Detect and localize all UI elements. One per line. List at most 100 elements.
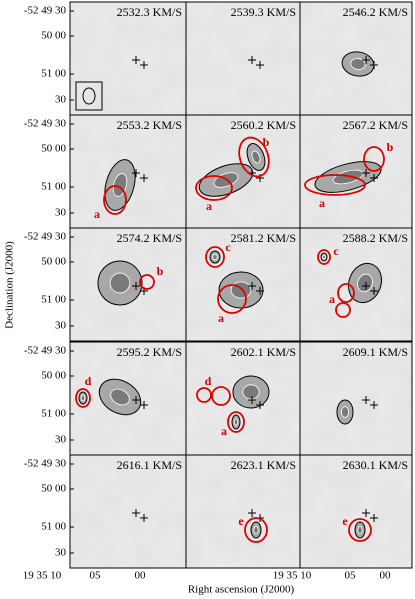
center-cross [362, 509, 378, 522]
emission-core [350, 58, 366, 70]
region-label: b [157, 264, 164, 278]
panel-frame [299, 227, 413, 342]
y-tick-label: 51 00 [41, 294, 66, 306]
y-tick-label: 50 00 [41, 483, 66, 495]
emission-core [253, 526, 259, 535]
region-ellipse [244, 517, 268, 543]
region-ellipse [317, 249, 331, 265]
region-label: c [225, 240, 231, 254]
emission-core [357, 526, 363, 535]
emission-core [357, 273, 373, 293]
region-ellipse [139, 274, 155, 290]
y-tick-label: 51 00 [41, 408, 66, 420]
region-label: a [329, 292, 335, 306]
region-label: b [263, 135, 270, 149]
y-axis-label: Declination (J2000) [4, 241, 16, 329]
center-cross [248, 509, 264, 522]
region-label: a [218, 311, 224, 325]
y-tick-label: -52 49 30 [24, 5, 67, 17]
region-ellipse [363, 146, 385, 172]
region-ellipse [337, 283, 355, 303]
velocity-label: 2532.3 KM/S [117, 5, 182, 19]
center-cross [132, 169, 148, 182]
x-tick-label: 00 [380, 570, 392, 582]
x-tick-label: 19 35 10 [23, 570, 62, 582]
center-cross [248, 56, 264, 69]
center-cross [362, 282, 378, 295]
velocity-label: 2546.2 KM/S [343, 5, 408, 19]
y-tick-label: 30 [55, 207, 67, 219]
velocity-label: 2602.1 KM/S [231, 345, 296, 359]
emission-core [212, 253, 218, 261]
region-ellipse [195, 175, 233, 201]
velocity-label: 2560.2 KM/S [231, 118, 296, 132]
emission-core [233, 418, 239, 426]
y-tick-label: 30 [55, 547, 67, 559]
y-tick-label: 30 [55, 434, 67, 446]
velocity-label: 2623.1 KM/S [231, 458, 296, 472]
y-tick-label: -52 49 30 [24, 118, 67, 130]
y-tick-label: 50 00 [41, 30, 66, 42]
y-tick-label: -52 49 30 [24, 458, 67, 470]
center-cross [362, 169, 378, 182]
region-ellipse [211, 386, 231, 406]
region-label: d [85, 374, 92, 388]
beam-box [75, 81, 103, 111]
y-tick-label: 51 00 [41, 68, 66, 80]
y-tick-label: 50 00 [41, 143, 66, 155]
beam [82, 87, 96, 105]
velocity-label: 2581.2 KM/S [231, 231, 296, 245]
center-cross [248, 396, 264, 409]
velocity-label: 2553.2 KM/S [117, 118, 182, 132]
x-tick-label: 19 35 10 [273, 570, 312, 582]
y-tick-label: 51 00 [41, 181, 66, 193]
y-tick-label: 51 00 [41, 521, 66, 533]
emission-core [340, 406, 349, 418]
region-label: a [94, 207, 100, 221]
region-label: d [205, 374, 212, 388]
y-tick-label: 30 [55, 94, 67, 106]
region-ellipse [348, 518, 372, 542]
x-axis-label: Right ascension (J2000) [188, 584, 295, 596]
region-label: a [206, 199, 212, 213]
region-ellipse [335, 302, 351, 318]
y-tick-label: 50 00 [41, 370, 66, 382]
velocity-label: 2609.1 KM/S [343, 345, 408, 359]
region-label: a [319, 196, 325, 210]
region-ellipse [75, 388, 91, 408]
center-cross [362, 56, 378, 69]
center-cross [132, 396, 148, 409]
center-cross [132, 56, 148, 69]
velocity-label: 2616.1 KM/S [117, 458, 182, 472]
velocity-label: 2539.3 KM/S [231, 5, 296, 19]
panel-frame [299, 454, 413, 569]
region-label: c [333, 244, 339, 258]
y-tick-label: 30 [55, 320, 67, 332]
emission-core [322, 254, 326, 260]
region-label: a [221, 424, 227, 438]
x-tick-label: 00 [135, 570, 147, 582]
region-ellipse [227, 411, 245, 433]
emission-core [109, 272, 131, 294]
center-cross [132, 282, 148, 295]
region-ellipse [196, 387, 212, 403]
emission-core [110, 388, 130, 406]
center-cross [362, 396, 378, 409]
velocity-label: 2567.2 KM/S [343, 118, 408, 132]
velocity-label: 2630.1 KM/S [343, 458, 408, 472]
emission-core [251, 150, 261, 164]
y-tick-label: 50 00 [41, 256, 66, 268]
velocity-label: 2588.2 KM/S [343, 231, 408, 245]
emission-core [80, 394, 86, 402]
y-tick-label: -52 49 30 [24, 231, 67, 243]
x-tick-label: 05 [90, 570, 102, 582]
velocity-label: 2595.2 KM/S [117, 345, 182, 359]
region-ellipse [238, 136, 270, 178]
center-cross [248, 169, 264, 182]
region-ellipse [103, 185, 127, 215]
center-cross [248, 282, 264, 295]
emission-core [242, 384, 260, 400]
region-ellipse [217, 284, 247, 314]
region-label: b [387, 140, 394, 154]
